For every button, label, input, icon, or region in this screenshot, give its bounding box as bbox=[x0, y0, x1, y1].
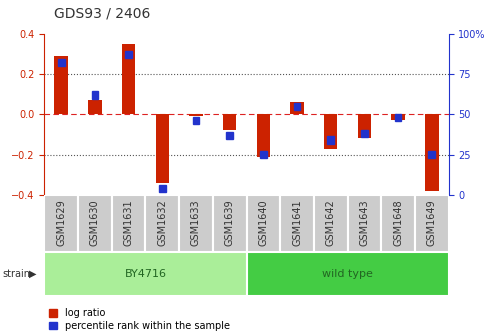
Bar bbox=[88, 100, 102, 114]
Bar bbox=[290, 102, 304, 114]
Bar bbox=[246, 195, 280, 252]
Text: GSM1632: GSM1632 bbox=[157, 200, 167, 246]
Bar bbox=[260, 151, 267, 158]
Bar bbox=[223, 114, 236, 130]
Bar bbox=[415, 195, 449, 252]
Bar bbox=[44, 195, 78, 252]
Bar bbox=[78, 195, 112, 252]
Text: wild type: wild type bbox=[322, 269, 373, 279]
Bar bbox=[324, 114, 337, 149]
Bar bbox=[179, 195, 213, 252]
Bar bbox=[357, 114, 371, 138]
Bar bbox=[112, 195, 145, 252]
Text: GSM1639: GSM1639 bbox=[225, 200, 235, 246]
Text: GSM1642: GSM1642 bbox=[326, 200, 336, 246]
Bar bbox=[246, 252, 449, 296]
Bar bbox=[122, 44, 135, 114]
Bar bbox=[391, 114, 405, 120]
Text: GSM1630: GSM1630 bbox=[90, 200, 100, 246]
Bar bbox=[314, 195, 348, 252]
Bar bbox=[54, 56, 68, 114]
Bar bbox=[189, 114, 203, 116]
Bar bbox=[361, 130, 368, 137]
Text: GSM1641: GSM1641 bbox=[292, 200, 302, 246]
Text: GSM1629: GSM1629 bbox=[56, 200, 66, 246]
Bar bbox=[294, 102, 300, 110]
Bar bbox=[395, 114, 401, 121]
Bar bbox=[381, 195, 415, 252]
Bar bbox=[425, 114, 438, 191]
Legend: log ratio, percentile rank within the sample: log ratio, percentile rank within the sa… bbox=[49, 308, 230, 331]
Text: strain: strain bbox=[2, 269, 31, 279]
Text: GSM1631: GSM1631 bbox=[124, 200, 134, 246]
Text: BY4716: BY4716 bbox=[124, 269, 167, 279]
Bar bbox=[145, 195, 179, 252]
Text: GSM1649: GSM1649 bbox=[427, 200, 437, 246]
Bar bbox=[125, 51, 132, 58]
Bar bbox=[327, 136, 334, 144]
Bar bbox=[348, 195, 381, 252]
Bar bbox=[256, 114, 270, 157]
Text: GSM1643: GSM1643 bbox=[359, 200, 369, 246]
Bar bbox=[155, 114, 169, 183]
Text: ▶: ▶ bbox=[29, 269, 36, 279]
Bar bbox=[280, 195, 314, 252]
Bar bbox=[428, 151, 435, 158]
Bar bbox=[92, 91, 98, 98]
Bar bbox=[159, 185, 166, 192]
Bar bbox=[226, 132, 233, 139]
Text: GSM1633: GSM1633 bbox=[191, 200, 201, 246]
Text: GSM1640: GSM1640 bbox=[258, 200, 268, 246]
Text: GDS93 / 2406: GDS93 / 2406 bbox=[54, 6, 150, 20]
Bar bbox=[213, 195, 246, 252]
Bar bbox=[193, 117, 199, 124]
Bar bbox=[58, 59, 65, 66]
Bar bbox=[44, 252, 247, 296]
Text: GSM1648: GSM1648 bbox=[393, 200, 403, 246]
